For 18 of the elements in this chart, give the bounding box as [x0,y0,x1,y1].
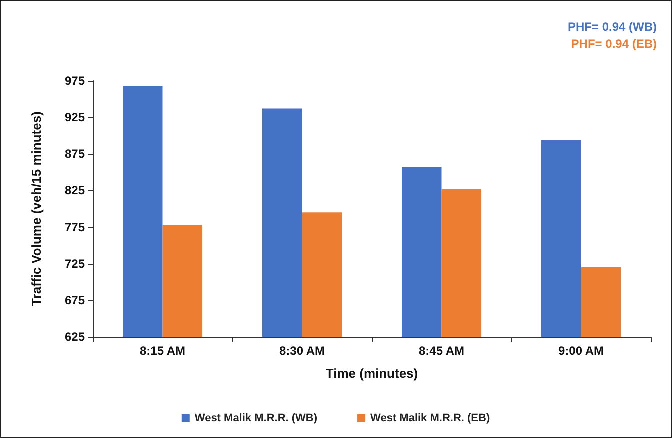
text: PHF= 0.94 (EB) [571,37,658,51]
y-tick-label: 875 [64,147,86,162]
y-tick-label: 625 [64,330,86,344]
y-tick-label: 725 [64,256,86,271]
x-axis-title: Time (minutes) [326,366,418,381]
text: PHF= 0.94 (WB) [568,20,658,34]
legend-label: West Malik M.R.R. (EB) [370,412,490,424]
legend-label: West Malik M.R.R. (WB) [194,412,318,424]
y-tick-label: 975 [64,74,86,88]
x-tick-label: 8:30 AM [279,344,326,358]
y-axis-title: Traffic Volume (veh/15 minutes) [29,112,44,306]
y-tick-label: 825 [64,184,86,198]
y-tick-label: 925 [64,110,86,125]
y-tick-label: 775 [64,220,86,234]
x-tick-label: 8:15 AM [140,344,186,358]
y-tick-label: 675 [64,293,86,308]
x-tick-label: 9:00 AM [558,344,604,358]
x-tick-label: 8:45 AM [418,344,465,358]
